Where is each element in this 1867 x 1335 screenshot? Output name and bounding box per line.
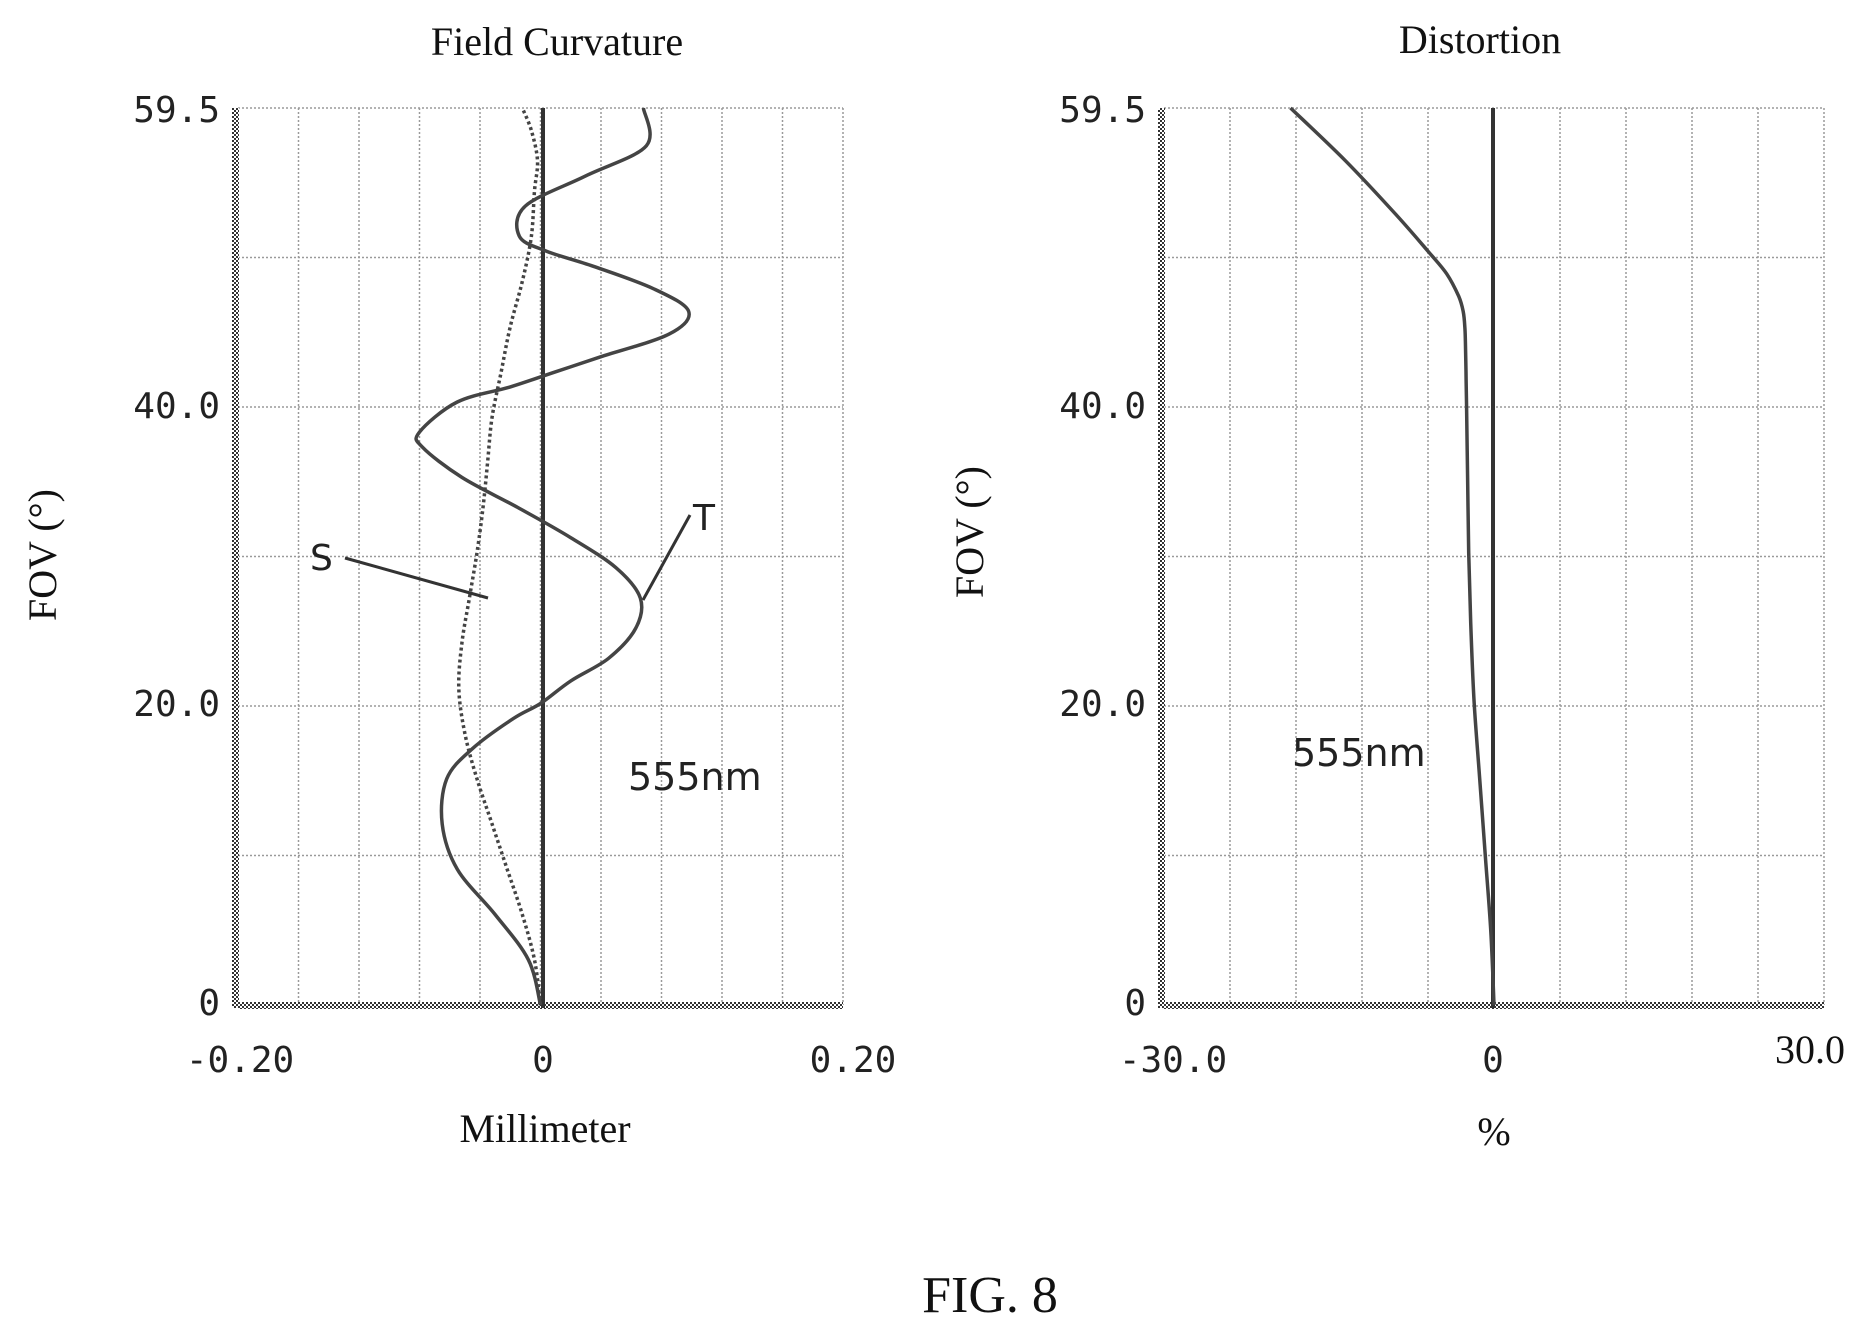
field-y-tick-59-5: 59.5 <box>133 90 220 131</box>
dist-x-tick-zero: 0 <box>1482 1040 1504 1081</box>
dist-series-line0-curve <box>1289 106 1496 1006</box>
dist-x-axis-label: % <box>1477 1109 1510 1154</box>
dist-y-axis-bar <box>1158 108 1165 1008</box>
dist-grid <box>1164 107 1825 1005</box>
distortion-chart: Distortion 0 20.0 40.0 59.5 -30.0 0 30.0… <box>947 17 1845 1154</box>
dist-y-tick-59-5: 59.5 <box>1059 90 1146 131</box>
t-leader-line <box>641 514 692 601</box>
dist-y-tick-20: 20.0 <box>1059 684 1146 725</box>
field-curvature-chart: Field Curvature 0 20.0 40.0 59.5 -0.20 0… <box>20 19 896 1151</box>
field-x-tick-min: -0.20 <box>186 1040 294 1081</box>
field-x-axis-label: Millimeter <box>459 1106 630 1151</box>
field-wavelength-label: 555nm <box>628 755 762 799</box>
s-leader-line <box>344 556 489 600</box>
field-x-tick-zero: 0 <box>532 1040 554 1081</box>
field-y-axis-label: FOV (°) <box>20 489 65 621</box>
dist-y-tick-0: 0 <box>1124 983 1146 1024</box>
field-series-group <box>414 107 691 1006</box>
field-chart-title: Field Curvature <box>431 19 683 64</box>
field-x-tick-max: 0.20 <box>810 1040 897 1081</box>
s-curve-label: S <box>310 538 333 579</box>
dist-y-axis-label: FOV (°) <box>947 466 992 598</box>
field-series-t-curve <box>414 107 691 1006</box>
field-x-axis-bar <box>238 1002 843 1009</box>
dist-y-tick-40: 40.0 <box>1059 386 1146 427</box>
dist-x-tick-min: -30.0 <box>1119 1040 1227 1081</box>
dist-x-tick-max: 30.0 <box>1775 1027 1845 1072</box>
figure-label: FIG. 8 <box>922 1267 1058 1324</box>
field-y-tick-20: 20.0 <box>133 684 220 725</box>
dist-series-group <box>1289 106 1496 1006</box>
field-series-s-curve <box>456 107 543 1006</box>
t-curve-label: T <box>692 498 716 539</box>
field-y-tick-40: 40.0 <box>133 386 220 427</box>
dist-wavelength-label: 555nm <box>1292 731 1426 775</box>
field-y-tick-0: 0 <box>198 983 220 1024</box>
field-grid <box>238 107 844 1005</box>
dist-chart-title: Distortion <box>1399 17 1561 62</box>
field-y-axis-bar <box>232 108 239 1008</box>
